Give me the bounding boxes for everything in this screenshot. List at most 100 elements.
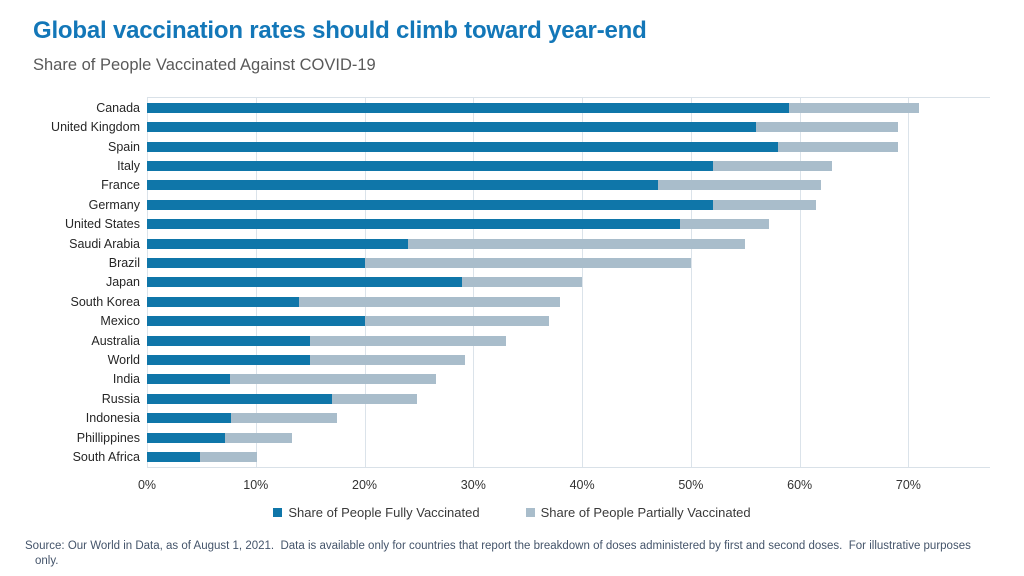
stacked-bar xyxy=(147,374,990,385)
category-label: South Africa xyxy=(72,450,140,465)
segment xyxy=(147,122,757,133)
segment xyxy=(147,277,463,288)
x-tick-label: 70% xyxy=(895,478,921,492)
segment xyxy=(147,102,789,113)
source-note: Source: Our World in Data, as of August … xyxy=(25,539,1015,568)
segment xyxy=(147,374,230,385)
segment xyxy=(147,180,659,191)
legend-swatch-icon xyxy=(525,508,535,517)
x-axis: 0% 10% 20% 30% 40% 50% 60% 70% xyxy=(138,478,990,494)
category-label: Brazil xyxy=(108,255,140,270)
segment xyxy=(777,141,898,152)
category-label: India xyxy=(112,372,140,387)
stacked-bar xyxy=(147,393,990,404)
segment xyxy=(462,277,583,288)
x-tick-label: 40% xyxy=(569,478,595,492)
plot-area: Canada United Kingdom Spain Italy France Germ… xyxy=(51,97,990,468)
category-label: Italy xyxy=(117,158,140,173)
segment xyxy=(147,160,713,171)
category-label: United States xyxy=(64,217,140,232)
segment xyxy=(147,199,713,210)
legend: Share of People Fully Vaccinated Share of… xyxy=(0,505,1024,520)
bar-row-mexico: Mexico xyxy=(100,311,990,330)
segment xyxy=(200,452,257,463)
category-label: Indonesia xyxy=(85,411,140,426)
stacked-bar xyxy=(147,316,990,327)
gridline-70% xyxy=(908,98,910,467)
bar-row-india: India xyxy=(113,370,990,389)
segment xyxy=(299,296,561,307)
bar-row-brazil: Brazil xyxy=(109,253,990,272)
bar-row-phillippines: Phillippines xyxy=(77,428,990,447)
stacked-bar xyxy=(147,199,990,210)
segment xyxy=(788,102,920,113)
gridline-50% xyxy=(690,98,692,467)
segment xyxy=(679,219,770,230)
bar-row-germany: Germany xyxy=(89,195,990,214)
x-tick-label: 10% xyxy=(243,478,269,492)
segment xyxy=(331,393,417,404)
segment xyxy=(756,122,898,133)
category-label: Canada xyxy=(96,100,140,115)
category-label: United Kingdom xyxy=(51,120,140,135)
x-tick-label: 60% xyxy=(787,478,813,492)
stacked-bar xyxy=(147,335,990,346)
stacked-bar xyxy=(147,354,990,365)
segment xyxy=(310,335,506,346)
bar-row-saudi-arabia: Saudi Arabia xyxy=(69,234,990,253)
source-line-2: only. xyxy=(35,554,59,567)
segment xyxy=(147,316,365,327)
category-label: Japan xyxy=(105,275,140,290)
legend-label: Share of People Fully Vaccinated xyxy=(288,505,480,520)
bar-row-russia: Russia xyxy=(102,389,990,408)
category-label: Russia xyxy=(101,391,140,406)
stacked-bar xyxy=(147,141,990,152)
segment xyxy=(229,374,437,385)
category-label: Germany xyxy=(88,197,140,212)
category-label: Spain xyxy=(108,139,140,154)
bar-row-indonesia: Indonesia xyxy=(86,409,990,428)
bar-row-united-kingdom: United Kingdom xyxy=(51,117,990,136)
segment xyxy=(225,432,292,443)
stacked-bar xyxy=(147,102,990,113)
stacked-bar xyxy=(147,180,990,191)
gridline-60% xyxy=(799,98,801,467)
x-tick-label: 30% xyxy=(460,478,486,492)
segment xyxy=(364,257,691,268)
segment xyxy=(147,413,231,424)
category-label: Australia xyxy=(91,333,140,348)
legend-swatch-icon xyxy=(273,508,283,517)
legend-item: Share of People Fully Vaccinated xyxy=(273,505,480,520)
segment xyxy=(147,141,778,152)
segment xyxy=(147,452,201,463)
segment xyxy=(147,432,226,443)
legend-item: Share of People Partially Vaccinated xyxy=(525,505,751,520)
segment xyxy=(310,354,465,365)
bar-row-south-korea: South Korea xyxy=(71,292,990,311)
segment xyxy=(147,219,680,230)
segment xyxy=(712,160,833,171)
stacked-bar xyxy=(147,452,990,463)
source-line-1: Source: Our World in Data, as of August … xyxy=(25,540,971,552)
stacked-bar xyxy=(147,277,990,288)
x-tick-label: 20% xyxy=(352,478,378,492)
x-tick-label: 50% xyxy=(678,478,704,492)
bar-row-japan: Japan xyxy=(106,273,990,292)
segment xyxy=(147,354,311,365)
bar-row-france: France xyxy=(101,176,990,195)
stacked-bar xyxy=(147,160,990,171)
category-label: France xyxy=(101,178,140,193)
stacked-bar xyxy=(147,296,990,307)
segment xyxy=(712,199,816,210)
category-label: Mexico xyxy=(100,314,140,329)
segment xyxy=(408,238,746,249)
bar-row-italy: Italy xyxy=(117,156,990,175)
segment xyxy=(147,296,300,307)
chart-subtitle: Share of People Vaccinated Against COVID… xyxy=(33,56,376,74)
legend-label: Share of People Partially Vaccinated xyxy=(540,505,751,520)
stacked-bar xyxy=(147,122,990,133)
x-tick-label: 0% xyxy=(137,478,157,492)
segment xyxy=(230,413,338,424)
category-label: Phillippines xyxy=(76,430,140,445)
